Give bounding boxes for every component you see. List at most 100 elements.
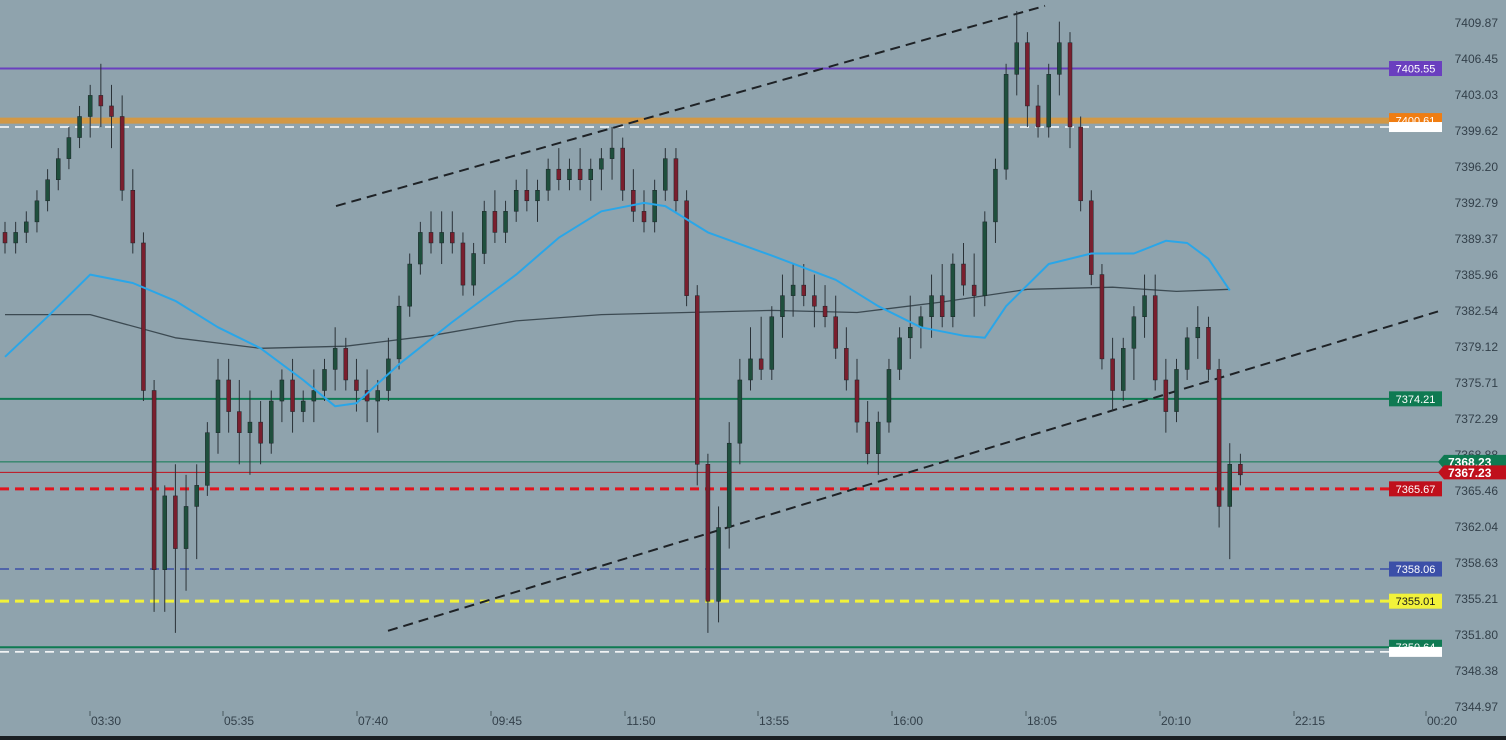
candle-body — [237, 411, 242, 433]
candle-body — [56, 158, 61, 180]
candle-body — [396, 305, 402, 360]
x-tick-label: 22:15 — [1295, 714, 1325, 728]
candle-body — [993, 168, 998, 223]
x-tick-label: 16:00 — [893, 714, 923, 728]
x-tick-label: 00:20 — [1427, 714, 1457, 728]
candle-body — [141, 242, 146, 391]
level-tag-label: 7405.55 — [1396, 64, 1436, 76]
candle-body — [897, 337, 902, 370]
price-axis[interactable]: 7409.87 7406.45 7403.03 7399.62 7396.20 7392.… — [1455, 16, 1499, 714]
candle-body — [215, 379, 221, 433]
candle-body — [1206, 327, 1211, 370]
candle-body — [1121, 348, 1126, 391]
candle-body — [652, 190, 657, 223]
candle-body — [513, 190, 519, 212]
x-tick-label: 09:45 — [492, 714, 522, 728]
candle-body — [758, 358, 764, 370]
candle-body — [1089, 200, 1094, 275]
level-tag-hidden — [1389, 646, 1442, 657]
candle-body — [577, 168, 583, 180]
candle-body — [13, 232, 18, 244]
current-price-label: 7367.23 — [1448, 466, 1492, 480]
candle-body — [322, 369, 327, 391]
x-tick-label: 11:50 — [626, 714, 655, 728]
x-tick-label: 07:40 — [358, 714, 388, 728]
level-tag — [1389, 561, 1442, 577]
candle-body — [833, 316, 838, 349]
candle-body — [279, 379, 285, 402]
level-tags: 7405.557400.617374.217368.237367.237365.… — [1389, 61, 1506, 657]
y-tick-label: 7362.04 — [1455, 520, 1499, 534]
x-tick-label: 13:55 — [759, 714, 789, 728]
candle-body — [87, 95, 93, 117]
candle-body — [790, 284, 796, 296]
time-axis[interactable]: 03:30 05:35 07:40 09:45 11:50 13:55 16:00 18:05… — [0, 711, 1506, 740]
candle-body — [726, 442, 732, 528]
candle-body — [844, 348, 849, 381]
level-tag-label: 7365.67 — [1396, 484, 1436, 496]
candle-body — [876, 421, 881, 454]
candle-body — [982, 221, 988, 296]
candle-body — [205, 432, 210, 486]
candle-body — [290, 379, 295, 412]
y-tick-label: 7365.46 — [1455, 484, 1499, 498]
candle-body — [1046, 74, 1051, 128]
candle-body — [695, 295, 700, 465]
y-tick-label: 7399.62 — [1455, 124, 1499, 138]
candle-body — [737, 379, 743, 444]
candle-body — [567, 168, 572, 180]
candle-body — [769, 316, 775, 370]
x-tick-label: 03:30 — [91, 714, 121, 728]
candle-body — [183, 506, 189, 549]
candle-body — [1227, 464, 1232, 507]
candle-body — [631, 190, 636, 212]
y-tick-label: 7379.12 — [1455, 340, 1499, 354]
y-tick-label: 7403.03 — [1455, 88, 1499, 102]
candle-body — [1152, 295, 1158, 381]
candle-body — [151, 390, 157, 570]
candle-body — [939, 295, 945, 317]
level-tag-label: 7374.21 — [1396, 394, 1436, 406]
candle-body — [1238, 464, 1243, 476]
candle-body — [1131, 316, 1137, 349]
candle-body — [854, 379, 860, 423]
candle-body — [247, 421, 253, 433]
y-tick-label: 7351.80 — [1455, 628, 1499, 642]
slow-ma-line — [5, 286, 1230, 349]
candle-body — [1163, 379, 1169, 412]
y-tick-label: 7344.97 — [1455, 700, 1499, 714]
y-tick-label: 7372.29 — [1455, 412, 1499, 426]
level-tag — [1389, 391, 1442, 407]
candle-body — [173, 495, 178, 549]
level-tag — [1389, 61, 1442, 77]
candle-body — [375, 390, 380, 402]
candlesticks — [2, 11, 1243, 633]
candle-body — [119, 116, 125, 191]
current-price-tag — [1438, 465, 1506, 480]
candle-body — [588, 168, 593, 180]
candle-body — [599, 158, 604, 170]
trendlines — [335, 4, 1439, 632]
candle-body — [1110, 358, 1115, 391]
level-tag — [1389, 593, 1442, 609]
candle-body — [418, 232, 423, 265]
candle-body — [865, 421, 870, 454]
candle-body — [705, 464, 711, 602]
candle-body — [471, 253, 476, 286]
y-tick-label: 7392.79 — [1455, 196, 1499, 210]
x-tick-label: 05:35 — [224, 714, 254, 728]
candle-body — [780, 295, 785, 317]
y-tick-label: 7406.45 — [1455, 52, 1499, 66]
candle-body — [1099, 274, 1105, 360]
fast-moving-average — [4, 201, 1231, 408]
candle-body — [428, 232, 434, 244]
candle-body — [482, 211, 487, 254]
trendline-1 — [387, 310, 1439, 632]
level-tag — [1389, 481, 1442, 497]
level-tag-hidden — [1389, 122, 1442, 133]
candle-body — [556, 168, 562, 180]
candle-body — [822, 305, 828, 317]
